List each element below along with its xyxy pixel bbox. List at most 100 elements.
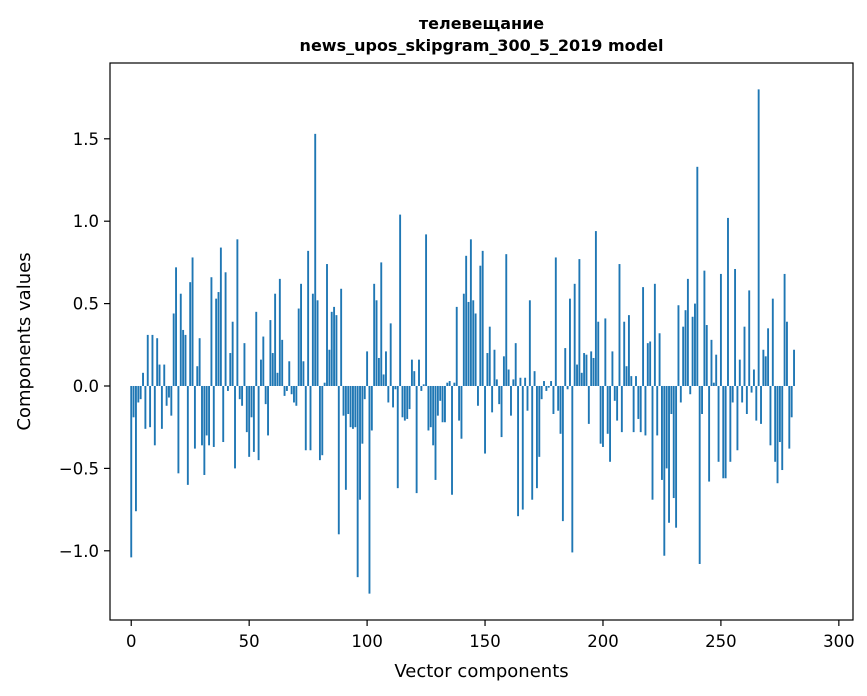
bar-92 xyxy=(347,385,350,414)
bar-271 xyxy=(769,385,772,446)
chart-subtitle: news_upos_skipgram_300_5_2019 model xyxy=(300,36,664,55)
bar-203 xyxy=(609,385,611,462)
bar-250 xyxy=(719,273,722,386)
bar-99 xyxy=(363,385,366,400)
bar-280 xyxy=(790,385,793,418)
bar-23 xyxy=(184,334,187,386)
bar-124 xyxy=(422,384,425,386)
bar-190 xyxy=(578,259,581,386)
bar-216 xyxy=(639,385,642,433)
bar-232 xyxy=(677,305,680,386)
bar-89 xyxy=(340,288,343,386)
bar-224 xyxy=(658,333,661,386)
bar-102 xyxy=(370,385,373,431)
bar-273 xyxy=(774,385,777,462)
bar-59 xyxy=(269,320,272,386)
bar-276 xyxy=(781,385,784,471)
bar-152 xyxy=(488,326,491,386)
bar-170 xyxy=(531,385,534,500)
bar-245 xyxy=(708,385,711,482)
bar-272 xyxy=(771,298,774,386)
bar-150 xyxy=(484,385,486,454)
bar-206 xyxy=(616,385,619,421)
bar-61 xyxy=(274,293,277,386)
y-tick-label: 1.0 xyxy=(73,212,99,231)
bar-110 xyxy=(389,323,392,386)
bar-155 xyxy=(495,379,498,386)
bar-226 xyxy=(663,385,666,556)
bar-146 xyxy=(474,313,477,386)
bar-84 xyxy=(328,349,331,386)
bar-186 xyxy=(569,298,571,386)
bar-47 xyxy=(241,385,244,406)
bar-125 xyxy=(425,234,428,386)
y-tick-label: 0.0 xyxy=(73,377,99,396)
bar-71 xyxy=(297,308,300,386)
bar-184 xyxy=(564,348,567,386)
bar-94 xyxy=(352,385,354,429)
bar-130 xyxy=(436,385,439,416)
bar-158 xyxy=(502,356,505,386)
bar-87 xyxy=(335,315,338,386)
bar-198 xyxy=(597,321,600,386)
bar-25 xyxy=(189,282,192,386)
bar-119 xyxy=(410,359,413,386)
bar-167 xyxy=(524,377,527,386)
bar-144 xyxy=(469,239,472,386)
bar-96 xyxy=(356,385,359,578)
bar-33 xyxy=(208,385,211,446)
bar-239 xyxy=(694,303,696,386)
bar-97 xyxy=(359,385,361,500)
bar-238 xyxy=(691,316,694,386)
bar-268 xyxy=(762,349,765,386)
bar-3 xyxy=(137,385,140,403)
bar-39 xyxy=(222,385,225,443)
bar-115 xyxy=(401,385,404,418)
bar-22 xyxy=(182,329,185,386)
bar-222 xyxy=(653,283,656,386)
bar-41 xyxy=(226,385,229,391)
bar-118 xyxy=(408,385,411,410)
bar-51 xyxy=(250,385,253,418)
bar-220 xyxy=(649,341,652,386)
bar-153 xyxy=(491,385,494,413)
bar-36 xyxy=(215,298,218,386)
bar-188 xyxy=(573,283,576,386)
bar-252 xyxy=(724,385,727,479)
bar-24 xyxy=(186,385,189,485)
bar-172 xyxy=(535,385,538,489)
bar-100 xyxy=(366,351,369,386)
bar-82 xyxy=(323,382,326,386)
bar-50 xyxy=(248,385,251,457)
bar-101 xyxy=(368,385,371,594)
bar-281 xyxy=(793,349,795,386)
bar-83 xyxy=(326,264,328,386)
bar-277 xyxy=(783,273,786,386)
bar-257 xyxy=(736,385,739,451)
bar-122 xyxy=(418,359,420,386)
bar-182 xyxy=(559,385,562,434)
bar-108 xyxy=(385,351,387,386)
bar-29 xyxy=(198,338,201,386)
bar-91 xyxy=(344,385,347,490)
bar-149 xyxy=(481,250,484,386)
bar-68 xyxy=(290,385,293,395)
bar-247 xyxy=(712,382,715,386)
x-tick-label: 50 xyxy=(239,632,260,651)
bar-189 xyxy=(576,364,578,386)
bar-127 xyxy=(429,385,432,428)
bar-217 xyxy=(642,287,645,386)
bar-88 xyxy=(337,385,340,535)
bar-230 xyxy=(672,385,675,499)
bar-156 xyxy=(498,385,501,405)
bar-200 xyxy=(602,385,604,447)
bar-162 xyxy=(512,379,515,386)
bar-255 xyxy=(731,385,734,403)
bar-262 xyxy=(748,290,751,386)
bar-16 xyxy=(168,385,170,398)
bar-42 xyxy=(229,353,232,386)
bar-129 xyxy=(434,385,437,480)
bar-168 xyxy=(526,385,529,411)
bar-242 xyxy=(701,385,703,414)
bar-145 xyxy=(472,300,475,386)
